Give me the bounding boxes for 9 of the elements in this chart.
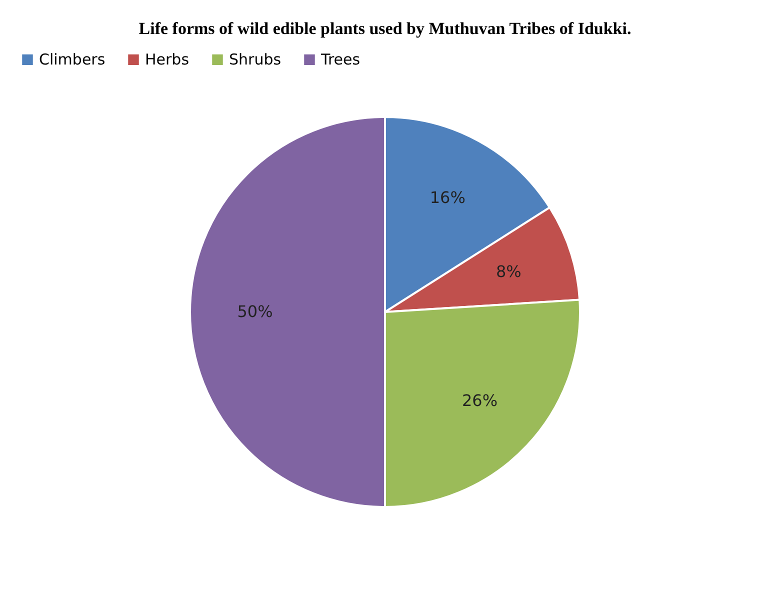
legend-label: Herbs bbox=[145, 50, 190, 69]
legend-label: Trees bbox=[320, 50, 360, 69]
data-label: 50% bbox=[237, 302, 273, 321]
legend-label: Shrubs bbox=[229, 50, 282, 69]
legend-label: Climbers bbox=[39, 50, 106, 69]
chart-title: Life forms of wild edible plants used by Muthuvan Tribes of Idukki. bbox=[138, 19, 632, 38]
data-label: 26% bbox=[462, 390, 498, 410]
data-label: 8% bbox=[496, 262, 522, 281]
data-label: 16% bbox=[430, 188, 466, 208]
